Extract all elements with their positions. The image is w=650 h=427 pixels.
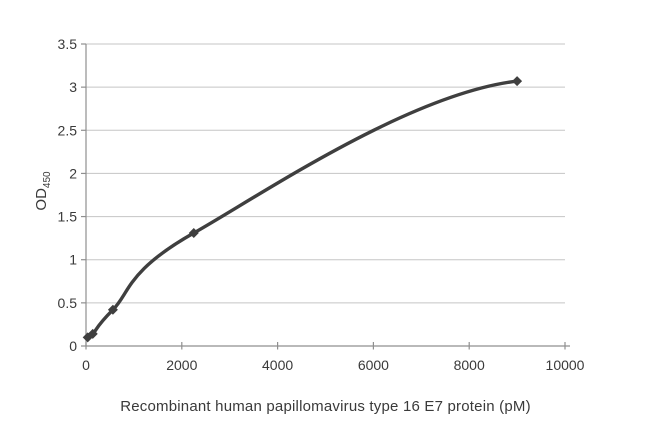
y-tick-label: 0 bbox=[69, 338, 77, 354]
x-tick-label: 8000 bbox=[454, 357, 485, 373]
x-tick-label: 0 bbox=[82, 357, 90, 373]
y-tick-label: 1 bbox=[69, 252, 77, 268]
y-tick-label: 1.5 bbox=[58, 209, 78, 225]
x-tick-label: 4000 bbox=[262, 357, 293, 373]
y-axis-title: OD450 bbox=[32, 131, 53, 251]
data-point-marker bbox=[107, 304, 118, 315]
x-tick-label: 10000 bbox=[546, 357, 585, 373]
y-tick-label: 2 bbox=[69, 165, 77, 181]
x-axis-title: Recombinant human papillomavirus type 16… bbox=[120, 398, 531, 415]
data-point-marker bbox=[188, 227, 199, 238]
data-point-marker bbox=[87, 328, 98, 339]
y-tick-label: 3.5 bbox=[58, 36, 78, 52]
y-tick-label: 3 bbox=[69, 79, 77, 95]
y-tick-label: 2.5 bbox=[58, 122, 78, 138]
y-axis-title-subscript: 450 bbox=[42, 171, 53, 189]
x-tick-label: 6000 bbox=[358, 357, 389, 373]
y-tick-label: 0.5 bbox=[58, 295, 78, 311]
x-tick-label: 2000 bbox=[166, 357, 197, 373]
y-axis-title-main: OD bbox=[33, 188, 50, 211]
data-point-marker bbox=[512, 76, 523, 87]
standard-curve-line bbox=[86, 79, 519, 340]
